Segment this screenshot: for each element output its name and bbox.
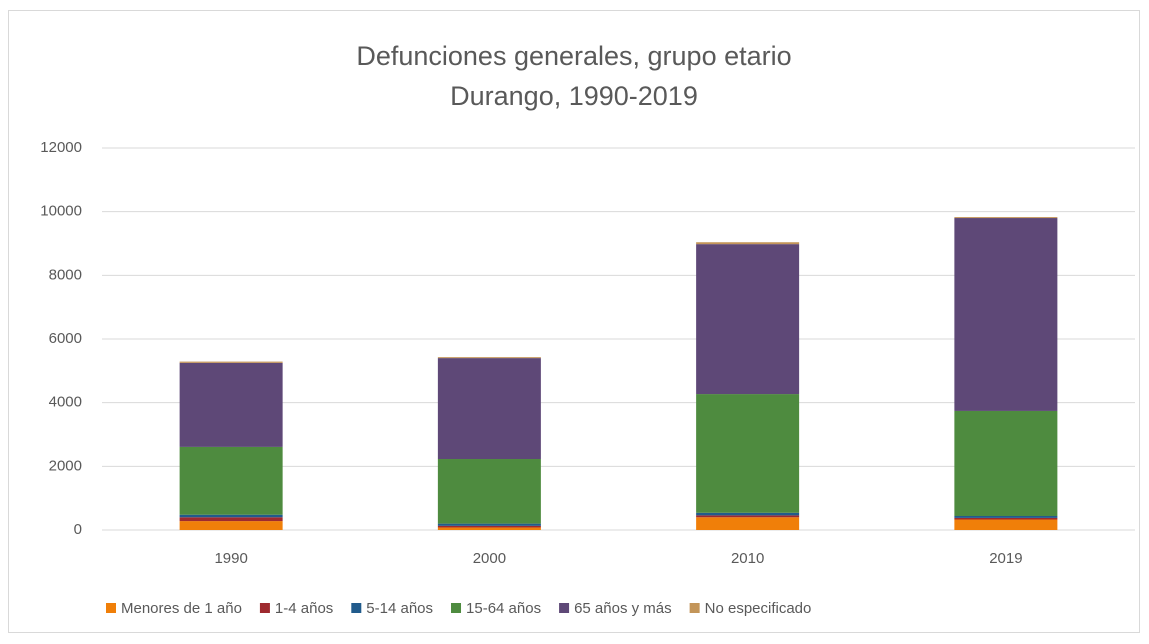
bar-segment [954, 517, 1058, 520]
legend-label: 1-4 años [275, 600, 333, 617]
bar-segment [437, 459, 541, 524]
bar-segment [437, 357, 541, 359]
legend-label: Menores de 1 año [121, 600, 242, 617]
legend-label: 15-64 años [466, 600, 541, 617]
bar-segment [179, 446, 283, 515]
chart-title: Defunciones generales, grupo etario [356, 41, 791, 71]
bar-segment [179, 361, 283, 363]
legend-swatch [451, 603, 462, 613]
y-tick-label: 8000 [49, 266, 82, 283]
bar-segment [179, 514, 283, 518]
legend-label: 65 años y más [574, 600, 672, 617]
x-tick-label: 2019 [989, 550, 1022, 567]
legend-label: No especificado [705, 600, 812, 617]
bar-segment [179, 521, 283, 530]
legend-swatch [559, 603, 570, 613]
bar-segment [437, 523, 541, 526]
bar-segment [954, 519, 1058, 530]
y-tick-label: 12000 [40, 139, 82, 156]
bar-segment [179, 362, 283, 447]
chart-subtitle: Durango, 1990-2019 [450, 81, 698, 111]
bar-segment [954, 217, 1058, 219]
bar-segment [437, 358, 541, 460]
x-tick-label: 1990 [214, 550, 247, 567]
y-tick-label: 6000 [49, 330, 82, 347]
y-tick-label: 10000 [40, 203, 82, 220]
y-tick-label: 2000 [49, 457, 82, 474]
legend-swatch [259, 603, 270, 613]
x-tick-label: 2010 [731, 550, 764, 567]
bar-segment [954, 218, 1058, 411]
bar-segment [954, 515, 1058, 518]
bar-segment [696, 244, 800, 395]
y-tick-label: 4000 [49, 394, 82, 411]
legend-swatch [106, 603, 116, 613]
legend-swatch [351, 603, 362, 613]
bar-segment [696, 242, 800, 245]
bar-segment [696, 394, 800, 513]
legend-label: 5-14 años [366, 600, 433, 617]
bar-segment [696, 515, 800, 518]
x-tick-label: 2000 [473, 550, 506, 567]
bar-segment [437, 527, 541, 530]
bar-segment [696, 512, 800, 516]
bar-segment [179, 517, 283, 522]
bar-segment [696, 517, 800, 530]
legend-swatch [689, 603, 700, 613]
y-tick-label: 0 [74, 521, 82, 538]
bar-segment [954, 410, 1058, 516]
bar-segment [437, 525, 541, 528]
